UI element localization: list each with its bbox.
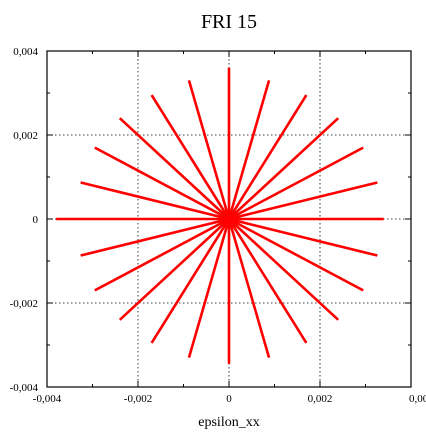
series-line bbox=[228, 217, 378, 257]
series-line bbox=[227, 218, 271, 358]
y-tick-label: 0 bbox=[33, 214, 39, 226]
series-line bbox=[150, 218, 231, 344]
y-tick-label: -0,004 bbox=[10, 382, 39, 394]
x-tick-label: -0,002 bbox=[124, 393, 152, 405]
series-line bbox=[80, 217, 230, 257]
series-line bbox=[228, 217, 364, 292]
series-line bbox=[187, 80, 231, 220]
x-tick-label: 0,004 bbox=[409, 393, 426, 405]
series-line bbox=[228, 181, 378, 221]
series-line bbox=[228, 146, 364, 221]
x-tick-label: 0 bbox=[226, 393, 232, 405]
series-line bbox=[228, 117, 340, 220]
origin-point bbox=[224, 214, 234, 224]
x-tick-label: 0,002 bbox=[308, 393, 333, 405]
series-line bbox=[227, 80, 271, 220]
series-line bbox=[118, 218, 230, 321]
series-line bbox=[227, 218, 308, 344]
y-tick-labels: 0,004 0,002 0 -0,002 -0,004 bbox=[10, 46, 39, 394]
series-line bbox=[187, 218, 231, 358]
series-line bbox=[94, 146, 230, 221]
x-axis-label: epsilon_xx bbox=[198, 415, 259, 430]
series-line bbox=[228, 218, 340, 321]
series-line bbox=[150, 94, 231, 220]
series-line bbox=[227, 94, 308, 220]
series-line bbox=[80, 181, 230, 221]
chart-title: FRI 15 bbox=[201, 11, 257, 33]
series-line bbox=[118, 117, 230, 220]
axis-ticks bbox=[46, 50, 412, 388]
y-tick-label: -0,002 bbox=[10, 298, 38, 310]
y-tick-label: 0,002 bbox=[13, 130, 38, 142]
x-tick-labels: -0,004 -0,002 0 0,002 0,004 bbox=[33, 393, 426, 405]
y-tick-label: 0,004 bbox=[13, 46, 38, 58]
x-tick-label: -0,004 bbox=[33, 393, 62, 405]
plot-series bbox=[56, 67, 384, 364]
series-line bbox=[94, 217, 230, 292]
